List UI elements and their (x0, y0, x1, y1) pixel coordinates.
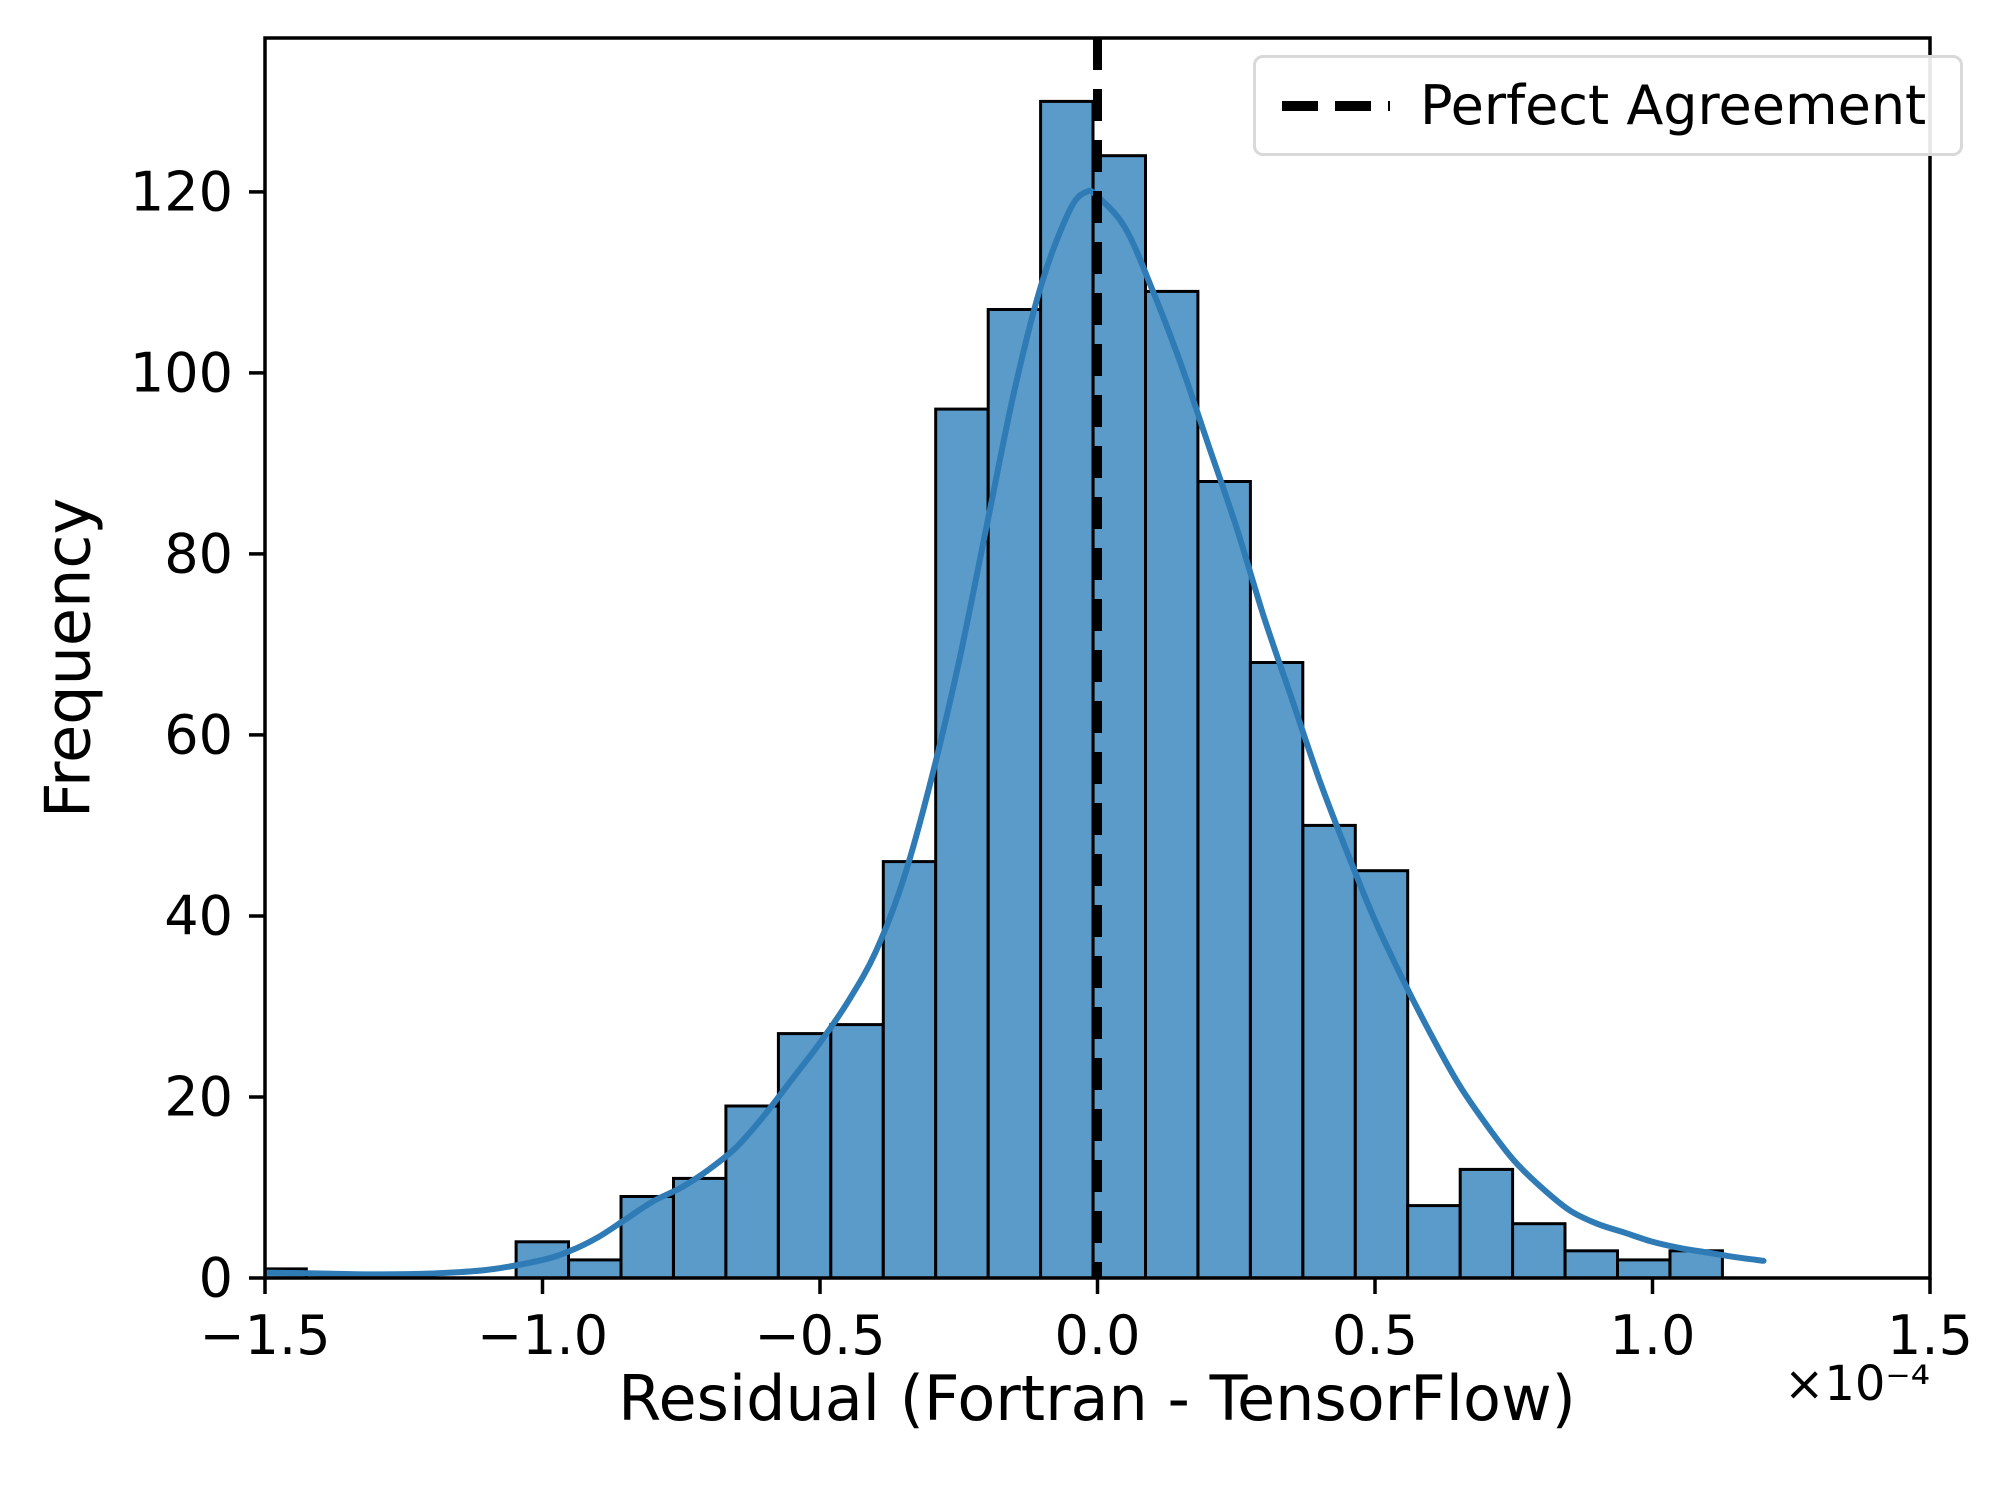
x-tick-label: 0.5 (1332, 1304, 1418, 1367)
histogram-bar (619, 1195, 675, 1278)
histogram-bar (1196, 480, 1252, 1278)
x-axis-label: Residual (Fortran - TensorFlow) (618, 1362, 1576, 1435)
x-tick-label: −1.0 (477, 1304, 608, 1367)
y-tick-label: 60 (164, 703, 233, 766)
histogram-bar (1039, 99, 1095, 1278)
histogram-bar (1301, 823, 1357, 1278)
y-tick-label: 20 (164, 1066, 233, 1129)
x-axis-ticks: −1.5 −1.0 −0.5 0.0 0.5 1.0 1.5 (199, 1278, 1973, 1367)
histogram-bar (567, 1258, 623, 1278)
y-tick-label: 80 (164, 522, 233, 585)
x-tick-label: 1.0 (1610, 1304, 1696, 1367)
histogram-bar (1353, 869, 1410, 1278)
y-axis-ticks: 0 20 40 60 80 100 120 (130, 160, 265, 1310)
y-axis-label: Frequency (31, 497, 105, 819)
y-tick-label: 40 (164, 885, 233, 948)
histogram-bar (672, 1176, 728, 1278)
x-tick-label: −0.5 (754, 1304, 885, 1367)
y-tick-label: 0 (199, 1247, 233, 1310)
legend-label: Perfect Agreement (1420, 74, 1927, 137)
histogram-bar (1458, 1167, 1515, 1278)
x-axis-offset-text: ×10⁻⁴ (1784, 1356, 1930, 1412)
histogram-bar (1144, 289, 1200, 1278)
histogram-bars (265, 99, 1724, 1278)
histogram-bar (1616, 1258, 1672, 1278)
histogram-bar (1406, 1204, 1462, 1278)
histogram-bar (934, 407, 990, 1278)
x-tick-label: 1.5 (1887, 1304, 1973, 1367)
histogram-bar (1511, 1222, 1567, 1278)
y-tick-label: 100 (130, 341, 233, 404)
dashed-line-marker (1282, 100, 1390, 112)
x-tick-label: −1.5 (199, 1304, 330, 1367)
y-tick-label: 120 (130, 160, 233, 223)
x-tick-label: 0.0 (1055, 1304, 1141, 1367)
histogram-bar (1248, 661, 1305, 1278)
histogram-bar (986, 308, 1043, 1278)
histogram-bar (1563, 1249, 1619, 1278)
plot-area (265, 38, 1767, 1278)
histogram-bar (776, 1032, 833, 1278)
histogram-bar (881, 860, 938, 1278)
kde-curve (265, 187, 1767, 1278)
histogram-bar (829, 1023, 885, 1278)
legend: Perfect Agreement (1253, 55, 1964, 156)
